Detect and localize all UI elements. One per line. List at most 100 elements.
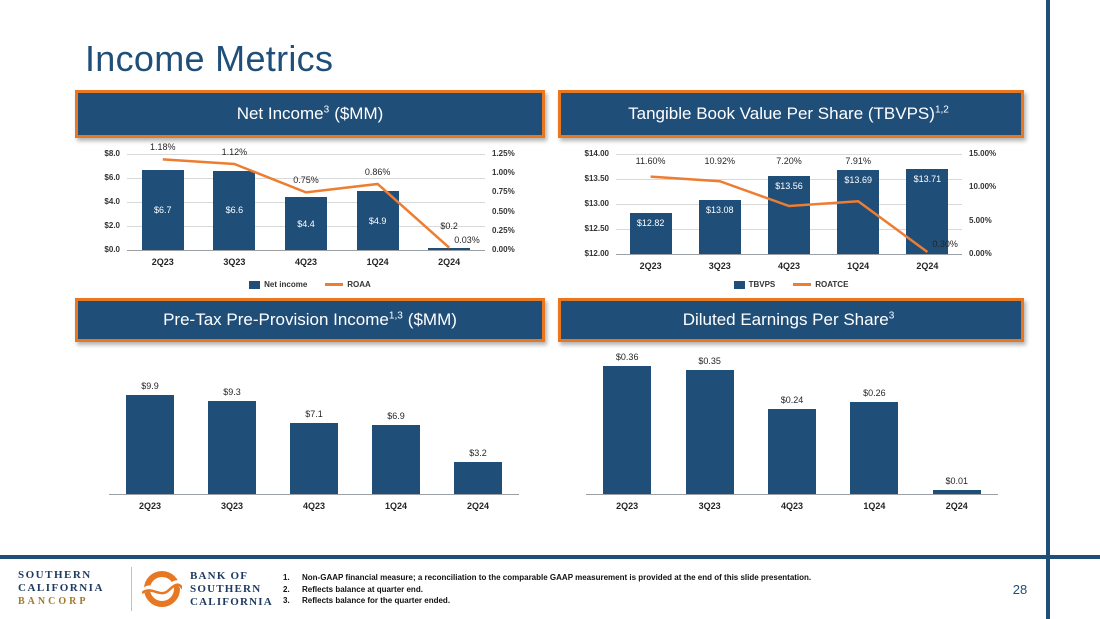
left-axis-tick: $0.0: [104, 245, 120, 254]
chart-title: Diluted Earnings Per Share3: [683, 310, 900, 330]
panel-net-income: Net Income3 ($MM) $0.0 $2.0 $4.0 $6.0 $8.0 0.0…: [75, 90, 545, 296]
vertical-accent-rule: [1046, 0, 1050, 619]
category-label: 2Q24: [945, 501, 968, 511]
chart-legend: Net income ROAA: [75, 280, 545, 289]
line-point-label: 7.91%: [845, 156, 871, 166]
line-point-label: 0.75%: [293, 175, 319, 186]
line-swatch-icon: [793, 283, 812, 286]
bancorp-logo-line: SOUTHERN: [18, 569, 92, 581]
chart-legend: TBVPS ROATCE: [558, 280, 1024, 289]
line-point-label: 10.92%: [704, 156, 736, 166]
category-label: 2Q24: [438, 257, 461, 267]
bar-swatch-icon: [733, 280, 745, 289]
chart-title-suffix: ($MM): [407, 310, 457, 329]
bar-2Q24: [428, 247, 471, 250]
bank-logo: BANK OF SOUTHERN CALIFORNIA: [142, 569, 273, 609]
bar-value-label: $7.1: [305, 409, 323, 419]
category-label: 3Q23: [220, 501, 244, 511]
x-axis-line: [127, 250, 485, 251]
chart-title-suffix: ($MM): [334, 104, 384, 123]
bar-1Q24: [850, 401, 899, 494]
category-label: 3Q23: [698, 501, 721, 511]
chart-title-text: Tangible Book Value Per Share (TBVPS): [628, 104, 935, 123]
left-axis-tick: $12.50: [584, 224, 609, 233]
category-label: 2Q24: [466, 501, 490, 511]
panel-tbvps: Tangible Book Value Per Share (TBVPS)1,2…: [558, 90, 1024, 296]
legend-item-roatce: ROATCE: [793, 280, 848, 289]
bar-2Q23: [126, 395, 174, 494]
chart-title-text: Pre-Tax Pre-Provision Income: [163, 310, 389, 329]
right-axis-tick: 15.00%: [969, 149, 997, 158]
bar-value-label: $6.6: [225, 205, 244, 216]
chart-title-superscript: 3: [888, 310, 895, 322]
footer-logo-divider: [131, 567, 132, 611]
bar-value-label: $9.3: [223, 387, 241, 397]
line-point-label: 0.86%: [364, 166, 391, 177]
chart-title: Tangible Book Value Per Share (TBVPS)1,2: [628, 104, 954, 124]
chart-header-net-income: Net Income3 ($MM): [75, 90, 545, 138]
horizontal-accent-rule: [0, 555, 1100, 559]
chart-tbvps: $12.00 $12.50 $13.00 $13.50 $14.00 0.00% 5.00%…: [558, 138, 1024, 296]
bar-value-label: $13.56: [775, 181, 803, 191]
bar-value-label: $0.01: [945, 476, 969, 487]
legend-label: TBVPS: [748, 280, 776, 289]
bar-value-label: $0.36: [615, 352, 639, 363]
footnote-item: 1. Non-GAAP financial measure; a reconci…: [283, 572, 843, 584]
footnotes: 1. Non-GAAP financial measure; a reconci…: [283, 572, 843, 607]
category-label: 2Q23: [151, 257, 174, 267]
chart-header-diluted-eps: Diluted Earnings Per Share3: [558, 298, 1024, 342]
bar-value-label: $0.24: [780, 394, 804, 405]
chart-title-superscript: 3: [323, 104, 330, 116]
bar-3Q23: [685, 369, 734, 494]
bancorp-logo-line: CALIFORNIA: [18, 582, 104, 594]
bank-logo-swoosh-icon: [142, 571, 182, 607]
footnote-number: 2.: [283, 584, 290, 594]
bar-value-label: $3.2: [469, 448, 487, 458]
chart-title: Net Income3 ($MM): [237, 104, 384, 124]
page-number: 28: [1012, 582, 1028, 597]
chart-header-ptpp-income: Pre-Tax Pre-Provision Income1,3 ($MM): [75, 298, 545, 342]
right-axis-tick: 10.00%: [969, 182, 997, 192]
right-axis-tick: 1.25%: [492, 149, 515, 158]
bar-value-label: $4.9: [368, 215, 387, 226]
category-label: 4Q23: [780, 501, 804, 511]
bar-value-label: $13.08: [706, 205, 734, 215]
right-axis-tick: 0.25%: [492, 225, 515, 235]
category-label: 1Q24: [384, 501, 408, 511]
bar-4Q23: [768, 408, 816, 494]
legend-label: Net income: [264, 280, 308, 289]
line-point-label: 1.18%: [150, 142, 176, 153]
x-axis-line: [616, 254, 962, 255]
category-label: 4Q23: [777, 261, 801, 271]
right-axis-tick: 0.50%: [492, 206, 515, 216]
right-axis-tick: 0.00%: [969, 249, 992, 258]
bar-2Q24: [454, 462, 502, 494]
line-swatch-icon: [325, 283, 344, 286]
legend-item-net-income: Net income: [249, 280, 307, 289]
left-axis-tick: $13.50: [584, 174, 609, 183]
right-axis-tick: 0.75%: [492, 187, 515, 197]
bar-value-label: $4.4: [297, 218, 315, 229]
bar-2Q24: [932, 490, 981, 494]
page-title: Income Metrics: [85, 38, 334, 79]
bar-value-label: $0.35: [698, 355, 721, 366]
bar-value-label: $9.9: [141, 381, 159, 391]
left-axis-tick: $14.00: [584, 149, 609, 158]
left-axis-tick: $12.00: [584, 249, 609, 258]
right-axis-tick: 0.00%: [492, 245, 515, 254]
line-point-label: 0.30%: [932, 239, 958, 249]
legend-label: ROAA: [347, 280, 371, 289]
bar-swatch-icon: [249, 280, 261, 289]
gridline: [616, 154, 962, 155]
category-label: 3Q23: [223, 257, 246, 267]
bar-2Q23: [603, 366, 652, 494]
bancorp-logo: SOUTHERN CALIFORNIA BANCORP: [18, 569, 104, 608]
footnote-text: Reflects balance at quarter end.: [302, 584, 423, 594]
bar-3Q23: [208, 401, 256, 494]
bar-value-label: $0.26: [863, 387, 886, 398]
bar-value-label: $12.82: [636, 218, 665, 228]
right-axis-tick: 5.00%: [969, 215, 992, 225]
left-axis-tick: $2.0: [104, 221, 120, 230]
category-label: 4Q23: [294, 257, 318, 267]
x-axis-line: [109, 494, 519, 495]
